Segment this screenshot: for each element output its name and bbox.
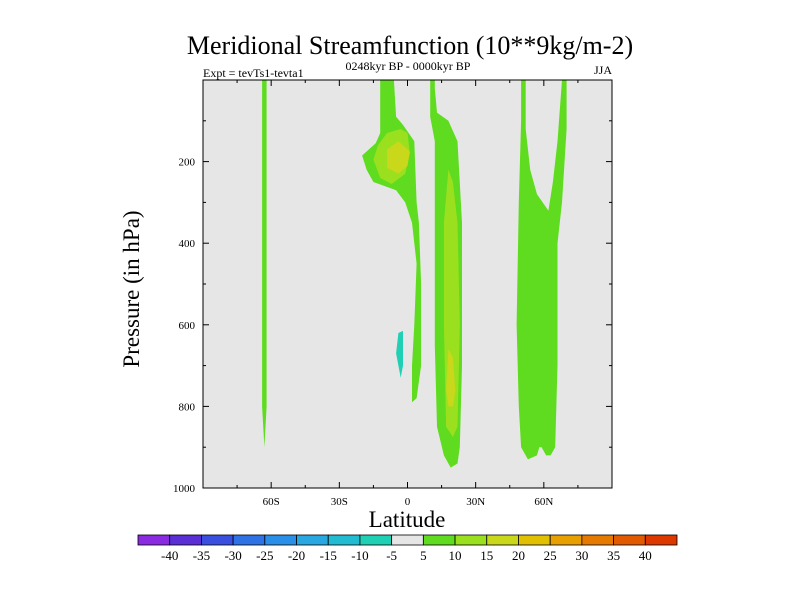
colorbar-swatch <box>264 534 297 546</box>
x-tick-label: 0 <box>405 496 411 508</box>
contour-regions <box>262 80 567 468</box>
contour-region-15 <box>387 141 410 174</box>
chart-title: Meridional Streamfunction (10**9kg/m-2) <box>187 31 633 60</box>
colorbar-label: 10 <box>449 548 462 563</box>
colorbar-label: -10 <box>351 548 368 563</box>
axes: 60S 30S 0 30N 60N 200 400 600 800 1000 <box>173 80 612 508</box>
colorbar-swatch <box>296 534 329 546</box>
x-tick-label: 60N <box>534 496 553 508</box>
colorbar-swatch <box>549 534 583 546</box>
colorbar-swatch <box>613 534 646 546</box>
colorbar-label: -15 <box>320 548 337 563</box>
y-tick-label: 1000 <box>173 483 196 495</box>
colorbar-label: 20 <box>512 548 525 563</box>
subtitle-center: 0248kyr BP - 0000kyr BP <box>346 59 471 73</box>
colorbar-swatch <box>232 534 266 546</box>
y-tick-label: 800 <box>179 401 196 413</box>
colorbar-swatch <box>327 534 361 546</box>
subtitle-left: Expt = tevTs1-tevta1 <box>203 66 304 80</box>
y-tick-label: 600 <box>179 320 196 332</box>
colorbar-swatch <box>391 534 424 546</box>
colorbar-label: -30 <box>224 548 241 563</box>
colorbar-swatch <box>581 534 614 546</box>
colorbar-label: -40 <box>161 548 178 563</box>
x-tick-label: 30S <box>331 496 348 508</box>
colorbar-swatch <box>486 534 519 546</box>
colorbar-label: 40 <box>639 548 652 563</box>
colorbar-swatch <box>454 534 488 546</box>
y-tick-label: 400 <box>179 238 196 250</box>
colorbar-label: 35 <box>607 548 620 563</box>
x-axis-label: Latitude <box>369 507 446 532</box>
colorbar-swatch <box>201 534 234 546</box>
colorbar-swatch <box>518 534 551 546</box>
contour-region-5 <box>516 80 567 460</box>
contour-region-15 <box>446 349 456 407</box>
colorbar-swatch <box>169 534 202 546</box>
y-axis-label: Pressure (in hPa) <box>119 210 144 367</box>
colorbar-swatch <box>644 534 678 546</box>
colorbar-label: -35 <box>193 548 210 563</box>
colorbar-label: -5 <box>386 548 397 563</box>
colorbar-swatch <box>422 534 456 546</box>
x-tick-label: 60S <box>263 496 280 508</box>
colorbar-swatch <box>137 534 171 546</box>
colorbar-label: -20 <box>288 548 305 563</box>
contour-region--5 <box>396 330 403 378</box>
y-tick-label: 200 <box>179 157 196 169</box>
subtitle-right: JJA <box>594 63 612 77</box>
colorbar-label: 30 <box>575 548 588 563</box>
colorbar-label: 15 <box>480 548 493 563</box>
colorbar-label: -25 <box>256 548 273 563</box>
colorbar: -40 -35 -30 -25 -20 -15 -10 -5 5 10 15 20 25 30 35 40 <box>137 534 678 563</box>
colorbar-swatch <box>359 534 393 546</box>
x-tick-label: 30N <box>466 496 485 508</box>
contour-region-5 <box>262 80 267 448</box>
colorbar-label: 5 <box>420 548 427 563</box>
colorbar-label: 25 <box>544 548 557 563</box>
